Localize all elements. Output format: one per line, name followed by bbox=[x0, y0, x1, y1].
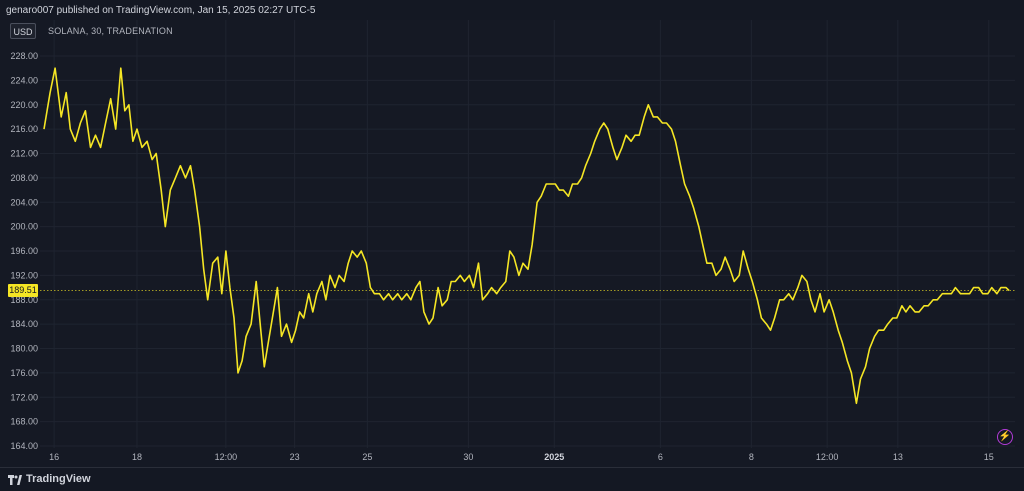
y-tick-label: 216.00 bbox=[10, 124, 38, 134]
y-tick-label: 200.00 bbox=[10, 222, 38, 232]
y-tick-label: 196.00 bbox=[10, 246, 38, 256]
x-tick-label: 2025 bbox=[544, 452, 564, 462]
y-tick-label: 228.00 bbox=[10, 51, 38, 61]
y-tick-label: 220.00 bbox=[10, 100, 38, 110]
y-axis: 228.00 224.00 220.00 216.00 212.00 208.00 204.… bbox=[10, 51, 38, 451]
last-price-tag: 189.51 bbox=[8, 284, 38, 298]
publish-text: genaro007 published on TradingView.com, … bbox=[6, 5, 316, 16]
y-tick-label: 184.00 bbox=[10, 319, 38, 329]
x-tick-label: 15 bbox=[984, 452, 994, 462]
y-tick-label: 212.00 bbox=[10, 149, 38, 159]
y-tick-label: 192.00 bbox=[10, 270, 38, 280]
chart-area[interactable]: 228.00 224.00 220.00 216.00 212.00 208.00 204.… bbox=[0, 20, 1024, 467]
y-tick-label: 164.00 bbox=[10, 441, 38, 451]
tradingview-logo-icon bbox=[8, 475, 22, 485]
x-tick-label: 12:00 bbox=[215, 452, 238, 462]
x-tick-label: 23 bbox=[290, 452, 300, 462]
y-tick-label: 180.00 bbox=[10, 344, 38, 354]
y-tick-label: 168.00 bbox=[10, 417, 38, 427]
currency-button[interactable]: USD bbox=[10, 23, 36, 39]
x-tick-label: 8 bbox=[749, 452, 754, 462]
price-chart[interactable]: 228.00 224.00 220.00 216.00 212.00 208.00 204.… bbox=[0, 20, 1024, 467]
grid-lines bbox=[40, 20, 1015, 448]
footer: TradingView bbox=[0, 467, 1024, 491]
lightning-icon[interactable]: ⚡ bbox=[997, 429, 1013, 445]
symbol-label: SOLANA, 30, TRADENATION bbox=[48, 26, 173, 36]
x-tick-label: 13 bbox=[893, 452, 903, 462]
x-tick-label: 25 bbox=[362, 452, 372, 462]
y-tick-label: 224.00 bbox=[10, 75, 38, 85]
x-tick-label: 16 bbox=[49, 452, 59, 462]
y-tick-label: 208.00 bbox=[10, 173, 38, 183]
y-tick-label: 176.00 bbox=[10, 368, 38, 378]
price-series-line bbox=[43, 67, 1010, 405]
x-axis: 16 18 12:00 23 25 30 2025 6 8 12:00 13 15 bbox=[49, 452, 994, 462]
x-tick-label: 30 bbox=[463, 452, 473, 462]
publish-header: genaro007 published on TradingView.com, … bbox=[0, 0, 1024, 20]
y-tick-label: 172.00 bbox=[10, 392, 38, 402]
x-tick-label: 12:00 bbox=[816, 452, 839, 462]
brand-text: TradingView bbox=[26, 473, 91, 485]
y-tick-label: 188.00 bbox=[10, 295, 38, 305]
y-tick-label: 204.00 bbox=[10, 197, 38, 207]
x-tick-label: 18 bbox=[132, 452, 142, 462]
x-tick-label: 6 bbox=[658, 452, 663, 462]
